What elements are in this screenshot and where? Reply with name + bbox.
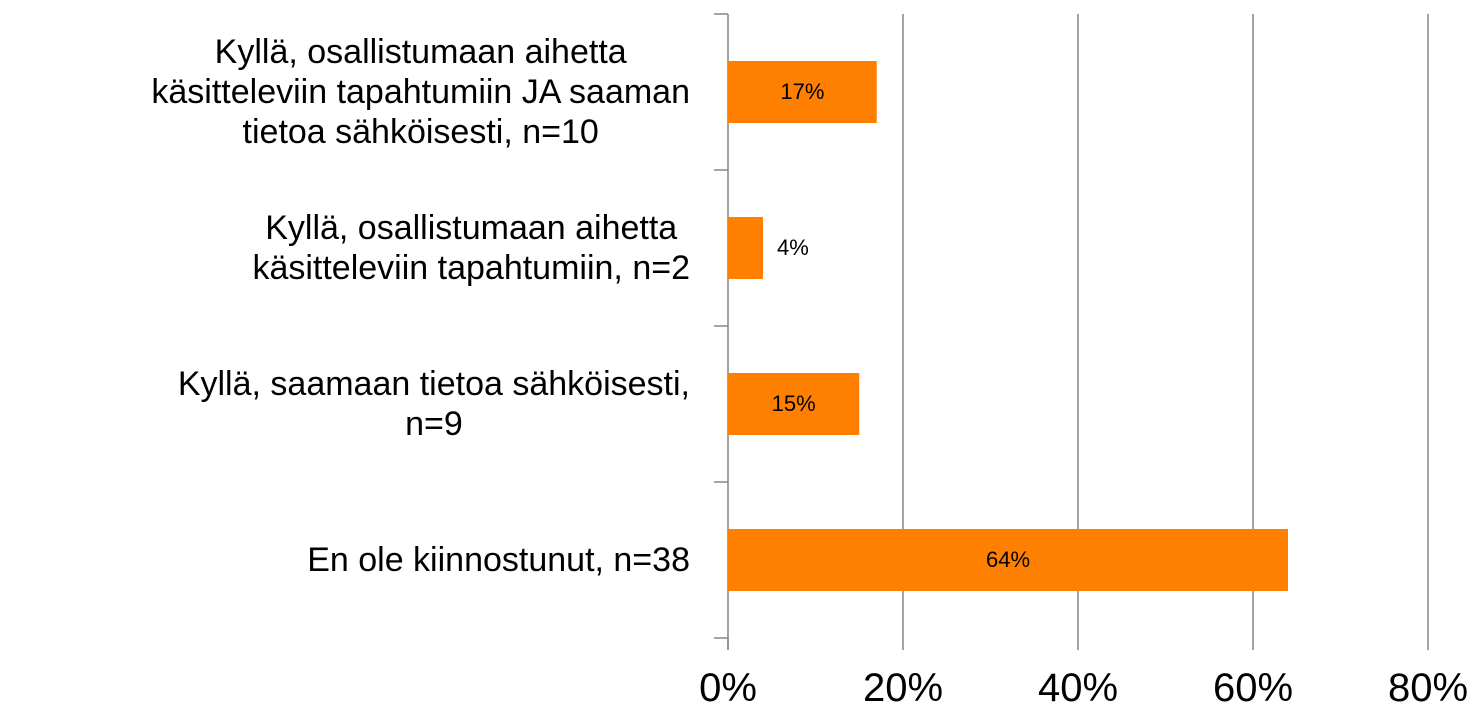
bar — [728, 61, 877, 123]
x-tick-label: 0% — [699, 666, 757, 710]
bar — [728, 529, 1288, 591]
x-tick-label: 20% — [862, 666, 944, 710]
value-label: 15% — [771, 391, 816, 416]
value-label: 64% — [985, 547, 1031, 572]
category-label: En ole kiinnostunut, n=38 — [307, 541, 690, 579]
bar — [728, 217, 763, 279]
x-tick-label: 60% — [1212, 666, 1294, 710]
value-label: 17% — [780, 79, 825, 104]
category-label: Kyllä, osallistumaan aihetta käsittelevi… — [252, 209, 690, 287]
category-label: Kyllä, saamaan tietoa sähköisesti, n=9 — [177, 365, 690, 443]
x-tick-label: 80% — [1387, 666, 1469, 710]
bar — [728, 373, 860, 435]
category-label: Kyllä, osallistumaan aihetta käsittelevi… — [151, 33, 690, 151]
value-label: 4% — [776, 235, 809, 260]
x-tick-label: 40% — [1037, 666, 1119, 710]
